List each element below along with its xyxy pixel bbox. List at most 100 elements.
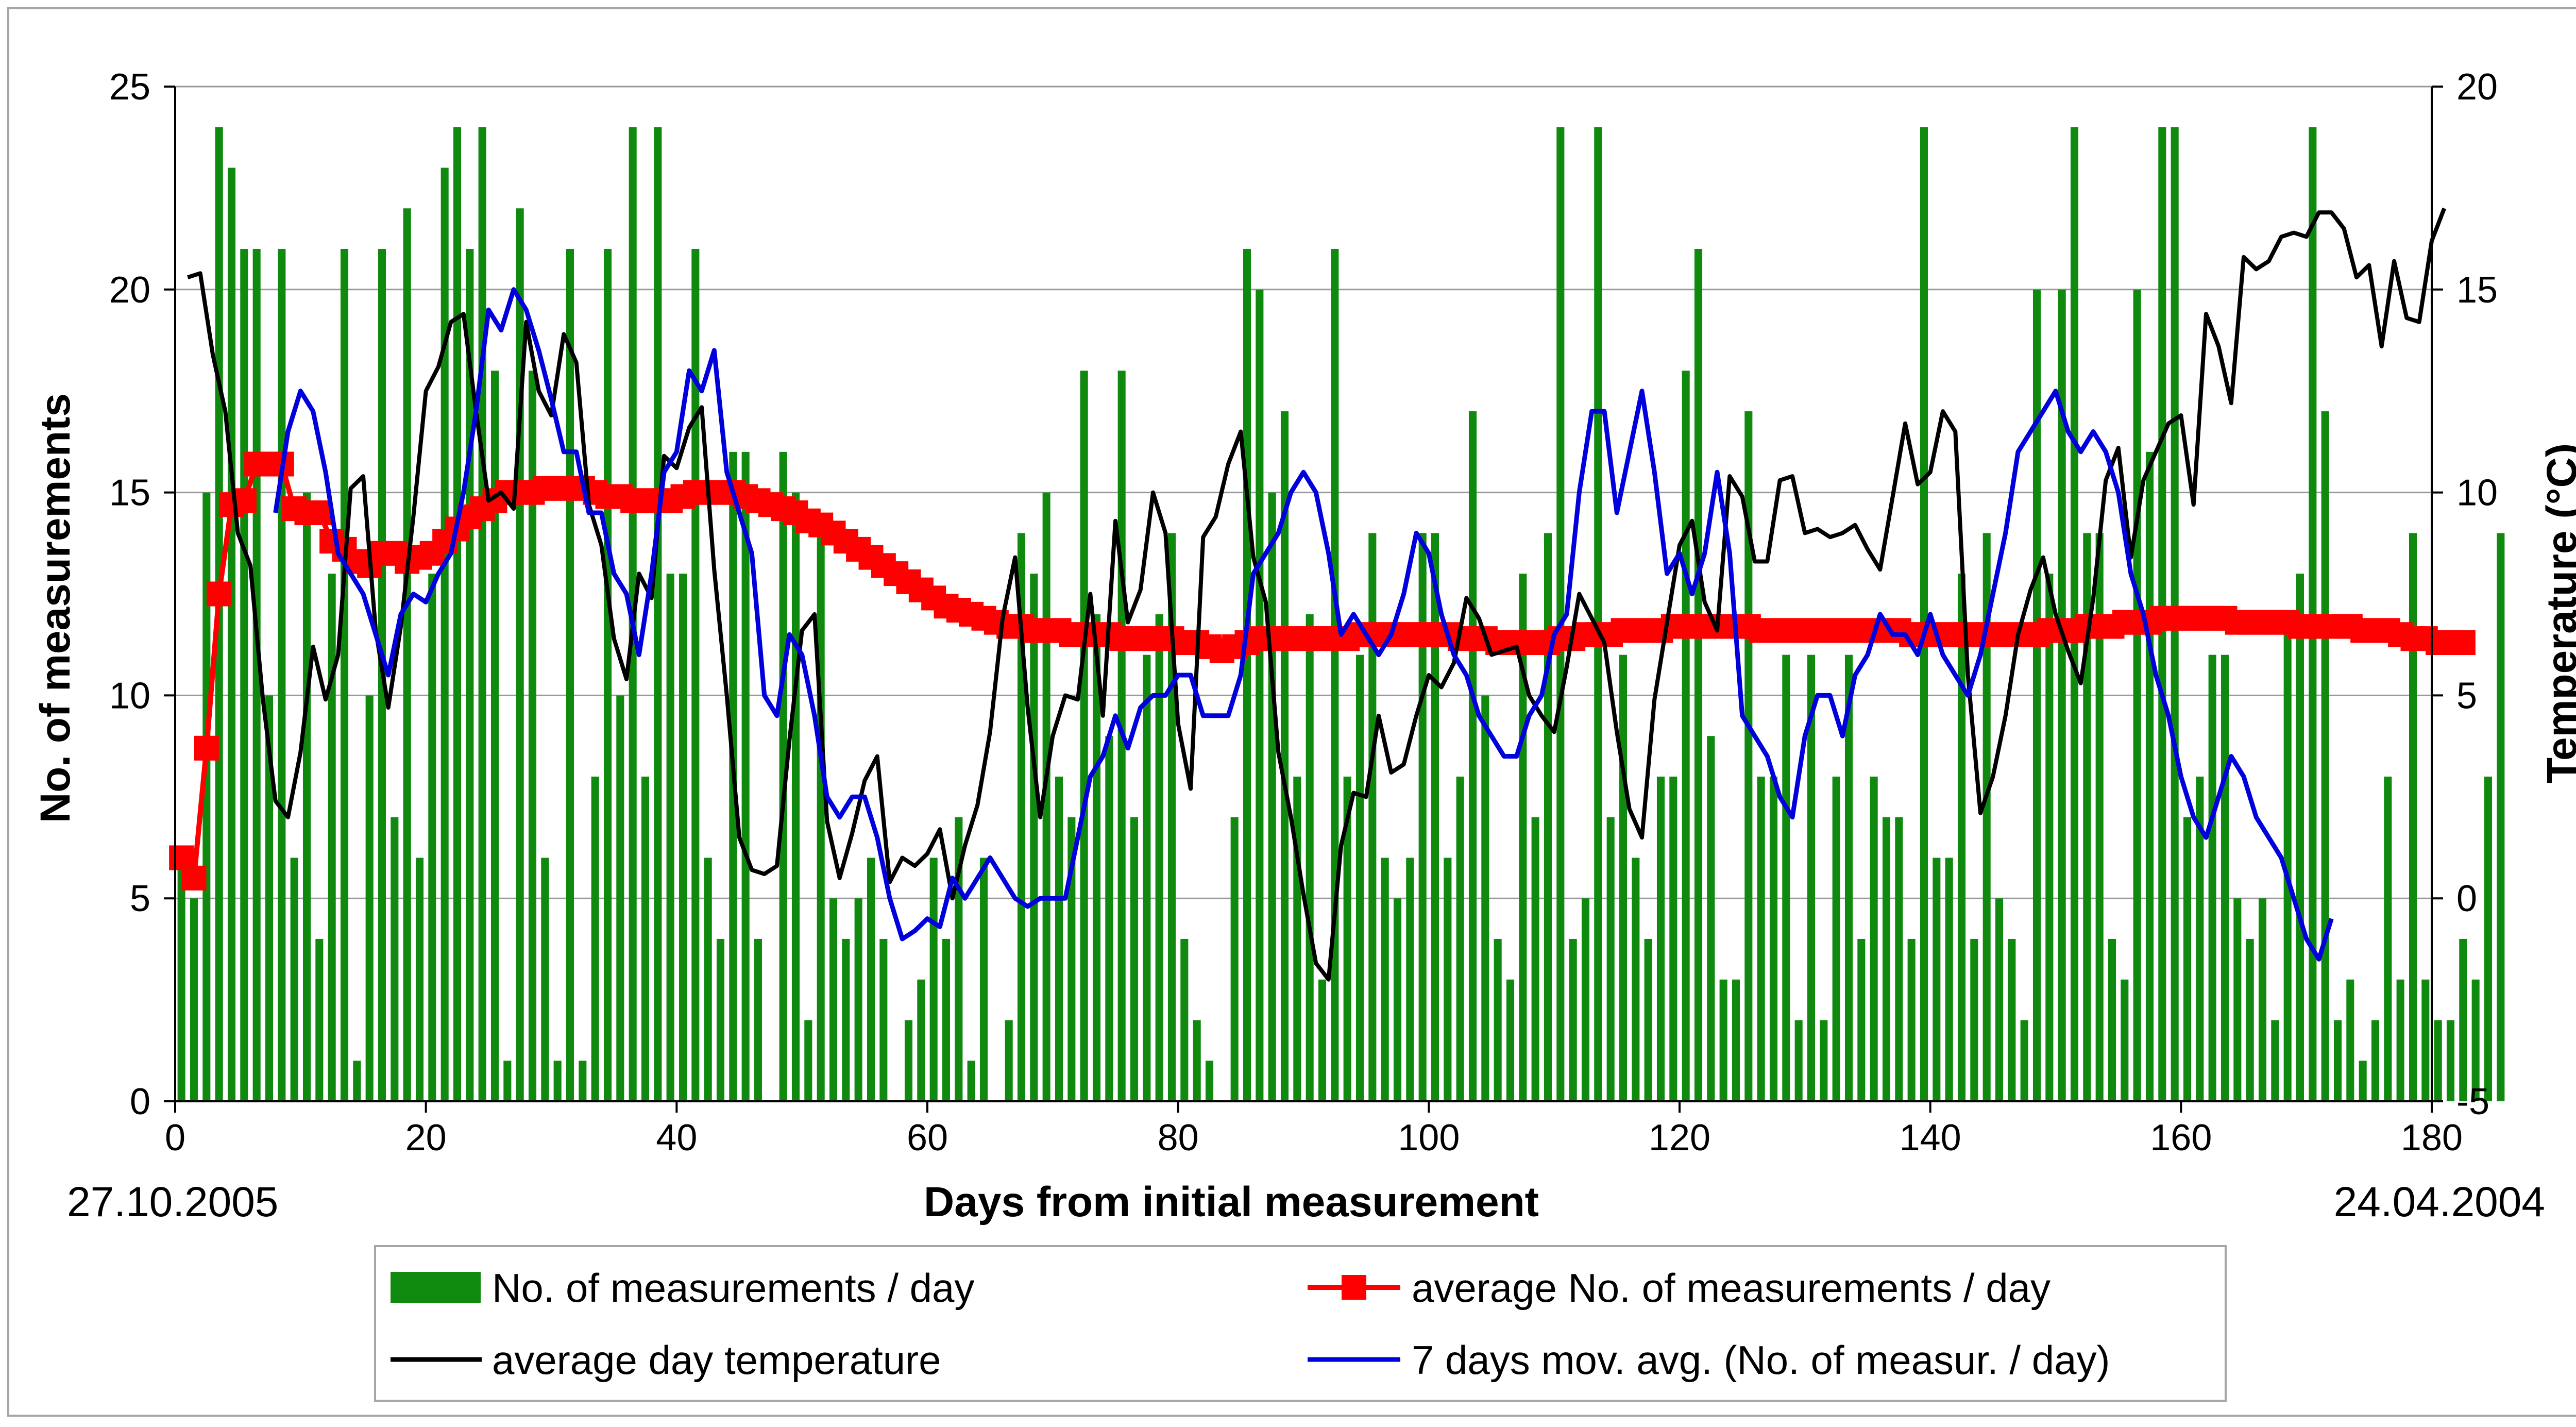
x-axis-title: Days from initial measurement (924, 1179, 1539, 1225)
bar-day-52 (829, 898, 838, 1101)
bar-day-14 (353, 1061, 361, 1101)
bar-day-160 (2183, 817, 2192, 1101)
bar-day-96 (1381, 858, 1389, 1101)
bar-day-15 (365, 695, 374, 1101)
bar-day-115 (1619, 654, 1628, 1101)
bar-day-27 (516, 208, 524, 1101)
legend-label-bars: No. of measurements / day (492, 1265, 974, 1311)
bar-day-78 (1155, 614, 1163, 1101)
bar-day-146 (2008, 938, 2016, 1101)
bar-day-162 (2208, 654, 2216, 1101)
bar-day-165 (2246, 938, 2254, 1101)
bar-day-61 (942, 938, 951, 1101)
bar-day-129 (1794, 1020, 1803, 1101)
bar-day-63 (967, 1061, 975, 1101)
bar-day-92 (1331, 249, 1339, 1101)
bar-day-105 (1494, 938, 1502, 1101)
bar-day-166 (2258, 898, 2267, 1101)
bar-day-107 (1519, 574, 1527, 1101)
bar-day-93 (1343, 776, 1351, 1101)
bar-day-185 (2497, 533, 2505, 1101)
bar-day-175 (2371, 1020, 2380, 1101)
bar-day-103 (1468, 411, 1477, 1101)
bar-day-37 (641, 776, 650, 1101)
bar-day-134 (1857, 938, 1866, 1101)
bar-day-99 (1418, 533, 1427, 1101)
bar-day-80 (1180, 938, 1189, 1101)
bar-day-139 (1920, 127, 1928, 1101)
bar-day-167 (2271, 1020, 2279, 1101)
bar-day-148 (2032, 289, 2041, 1101)
bar-day-29 (541, 858, 549, 1101)
x-tick-label-20: 20 (405, 1117, 447, 1159)
bar-day-24 (478, 127, 486, 1101)
bar-day-43 (716, 938, 725, 1101)
bar-day-161 (2196, 776, 2204, 1101)
y2-tick-label--5: -5 (2456, 1081, 2489, 1122)
bar-day-151 (2070, 127, 2079, 1101)
bar-day-91 (1318, 979, 1327, 1101)
marker-average-182 (2450, 630, 2476, 656)
bar-day-49 (791, 492, 800, 1101)
axes (164, 86, 2443, 1113)
bar-day-89 (1293, 776, 1301, 1101)
bar-day-8 (278, 249, 286, 1101)
x-tick-label-0: 0 (165, 1117, 185, 1159)
bar-day-144 (1982, 533, 1991, 1101)
bar-day-156 (2133, 289, 2141, 1101)
bar-day-45 (741, 451, 750, 1101)
bar-day-94 (1355, 654, 1364, 1101)
bar-day-51 (817, 533, 825, 1101)
bar-day-76 (1130, 817, 1139, 1101)
bar-day-87 (1268, 492, 1276, 1101)
bar-day-128 (1782, 654, 1790, 1101)
bar-day-9 (290, 858, 298, 1101)
legend-swatch-bars (391, 1272, 481, 1303)
bar-day-26 (503, 1061, 512, 1101)
bar-day-106 (1506, 979, 1515, 1101)
legend-box (374, 1245, 2227, 1402)
bar-day-114 (1606, 817, 1615, 1101)
bar-day-77 (1143, 654, 1151, 1101)
marker-average-2 (194, 735, 219, 761)
y2-tick-label-0: 0 (2456, 878, 2477, 919)
bar-day-133 (1844, 654, 1853, 1101)
bar-day-17 (391, 817, 399, 1101)
bar-day-46 (754, 938, 762, 1101)
bar-day-0 (177, 858, 185, 1101)
bar-day-111 (1569, 938, 1577, 1101)
bar-day-141 (1945, 858, 1953, 1101)
x-tick-label-120: 120 (1649, 1117, 1710, 1159)
bar-day-142 (1957, 574, 1966, 1101)
bar-day-135 (1870, 776, 1878, 1101)
end-date-label: 24.04.2004 (2334, 1179, 2545, 1225)
bar-day-104 (1481, 695, 1489, 1101)
bar-day-116 (1632, 858, 1640, 1101)
bar-day-13 (340, 249, 349, 1101)
bar-day-100 (1431, 533, 1439, 1101)
bar-day-64 (979, 858, 988, 1101)
bar-day-178 (2409, 533, 2417, 1101)
bar-day-183 (2471, 979, 2480, 1101)
bar-day-110 (1556, 127, 1565, 1101)
bar-day-145 (1995, 898, 2004, 1101)
bar-day-34 (603, 249, 612, 1101)
bar-day-85 (1243, 249, 1251, 1101)
bar-day-169 (2296, 574, 2304, 1101)
bar-day-121 (1694, 249, 1703, 1101)
series-line-moving-average (273, 287, 2334, 962)
bar-day-173 (2346, 979, 2354, 1101)
bar-day-11 (315, 938, 324, 1101)
bar-day-123 (1719, 979, 1727, 1101)
bar-day-12 (328, 574, 336, 1101)
bar-day-171 (2321, 411, 2329, 1101)
bar-day-28 (528, 371, 537, 1101)
bar-day-131 (1820, 1020, 1828, 1101)
bar-day-48 (779, 451, 787, 1101)
bar-day-138 (1907, 938, 1916, 1101)
bar-day-118 (1656, 776, 1665, 1101)
bar-day-124 (1732, 979, 1740, 1101)
bar-day-108 (1531, 817, 1539, 1101)
bar-day-53 (842, 938, 850, 1101)
